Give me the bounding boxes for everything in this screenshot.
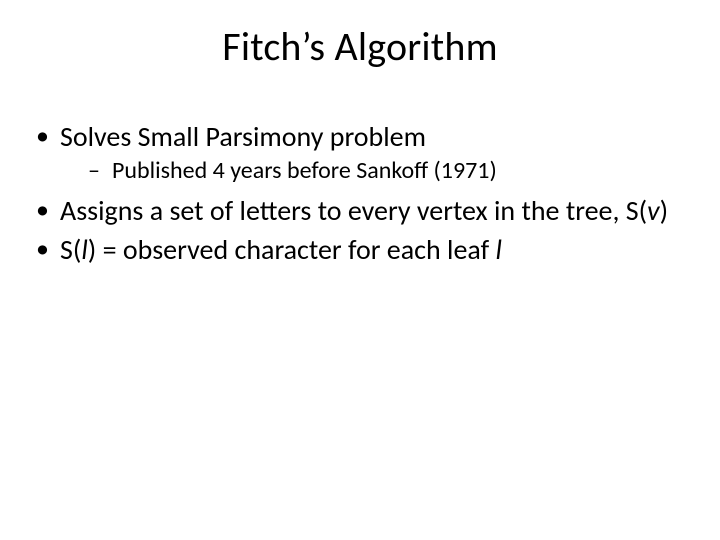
bullet-3-mid: ) = observed character for each leaf: [88, 232, 496, 267]
slide: Fitch’s Algorithm Solves Small Parsimony…: [0, 0, 720, 540]
bullet-3: S(l) = observed character for each leaf …: [34, 233, 686, 266]
bullet-list: Solves Small Parsimony problem Published…: [34, 120, 686, 266]
bullet-1-sublist: Published 4 years before Sankoff (1971): [60, 157, 686, 186]
slide-title: Fitch’s Algorithm: [0, 22, 720, 71]
bullet-2: Assigns a set of letters to every vertex…: [34, 194, 686, 227]
bullet-1-sub-text: Published 4 years before Sankoff (1971): [112, 156, 497, 185]
bullet-1-sub: Published 4 years before Sankoff (1971): [60, 157, 686, 186]
bullet-1-text: Solves Small Parsimony problem: [60, 119, 426, 154]
bullet-2-post: ): [660, 193, 669, 228]
bullet-2-var-v: v: [647, 193, 659, 228]
slide-body: Solves Small Parsimony problem Published…: [34, 120, 686, 272]
bullet-3-var-l2: l: [496, 232, 502, 267]
bullet-2-pre: Assigns a set of letters to every vertex…: [60, 193, 647, 228]
bullet-1: Solves Small Parsimony problem Published…: [34, 120, 686, 186]
bullet-3-pre: S(: [60, 232, 81, 267]
